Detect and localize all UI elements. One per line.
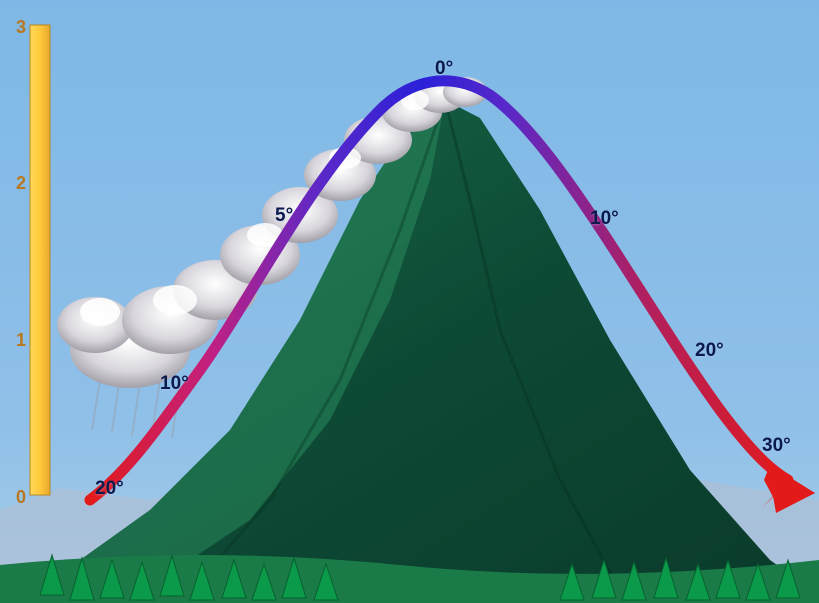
scale-tick-3: 3 [6, 17, 26, 38]
foehn-wind-diagram: 3 2 1 0 20° 10° 5° 0° 10° 20° 30° [0, 0, 819, 603]
temp-leeward-base-30: 30° [762, 435, 791, 457]
altitude-scale [30, 25, 50, 495]
temp-leeward-20: 20° [695, 340, 724, 362]
temp-windward-5: 5° [275, 205, 293, 227]
scale-tick-0: 0 [6, 487, 26, 508]
diagram-svg [0, 0, 819, 603]
temp-leeward-10: 10° [590, 208, 619, 230]
temp-summit-0: 0° [435, 58, 453, 80]
temp-windward-base: 20° [95, 478, 124, 500]
scale-tick-2: 2 [6, 173, 26, 194]
scale-tick-1: 1 [6, 330, 26, 351]
temp-windward-10: 10° [160, 373, 189, 395]
